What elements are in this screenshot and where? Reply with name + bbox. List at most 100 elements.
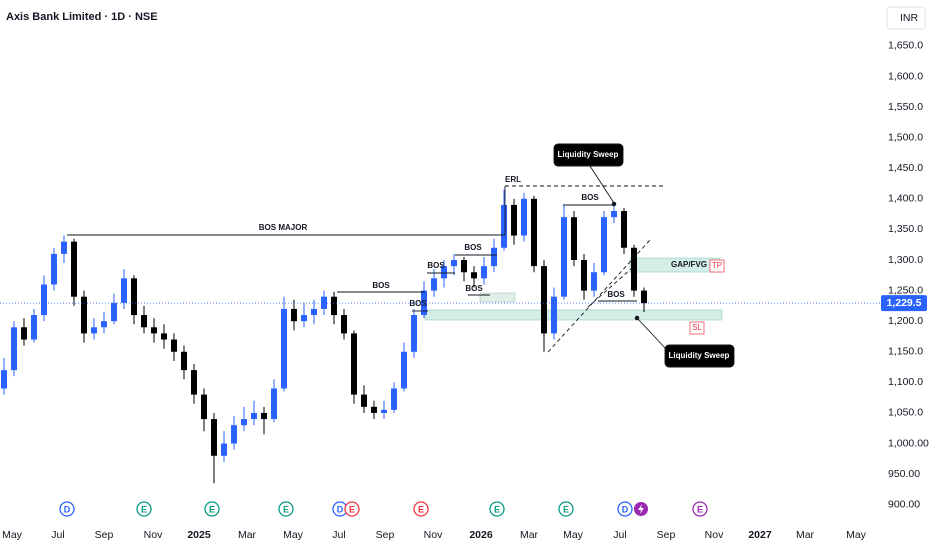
sweep-dot [611, 201, 617, 207]
event-label: E [209, 504, 215, 514]
annotation-texts: BOS MAJOR BOS BOS BOS BOS BOS BOS BOS ER… [259, 150, 730, 360]
event-label: E [418, 504, 424, 514]
x-tick-label: Nov [144, 529, 163, 541]
candle-body [381, 409, 387, 413]
candle-body [261, 412, 267, 420]
x-tick-label: Jul [51, 529, 64, 541]
candle-body [271, 388, 277, 420]
candle-body [331, 296, 337, 316]
annotation: BOS [581, 193, 599, 202]
event-icon [558, 501, 574, 517]
candle-body [351, 333, 357, 395]
candle-body [111, 302, 117, 322]
candle-body [11, 327, 17, 371]
candle-body [31, 315, 37, 340]
candle-body [601, 217, 607, 273]
sweep-dot [634, 315, 640, 321]
candle-body [581, 260, 587, 291]
small-zone [479, 292, 516, 303]
annotation: Liquidity Sweep [669, 351, 730, 360]
x-tick-label: Sep [95, 529, 114, 541]
candle-body [481, 266, 487, 279]
annotation: BOS MAJOR [259, 223, 308, 232]
currency-box[interactable] [886, 6, 926, 30]
candle-body [341, 315, 347, 334]
sweep-pointer [589, 165, 615, 204]
candle-body [631, 247, 637, 291]
candle-body [471, 272, 477, 279]
sl-box [689, 321, 705, 335]
candle-body [431, 278, 437, 291]
x-tick-label: Nov [424, 529, 443, 541]
candle-body [421, 290, 427, 316]
candle-body [181, 351, 187, 371]
candle-body [201, 394, 207, 420]
candle-body [191, 370, 197, 395]
y-tick-label: 1,500.0 [888, 131, 923, 143]
candle-body [571, 217, 577, 260]
y-tick-label: 1,600.0 [888, 70, 923, 82]
x-tick-label: May [563, 529, 584, 541]
candle-body [91, 327, 97, 334]
candle-body [541, 266, 547, 334]
y-tick-label: 1,650.0 [888, 40, 923, 52]
candle-body [311, 308, 317, 316]
event-label: E [697, 504, 703, 514]
candle-body [61, 241, 67, 254]
sweep-pointer [636, 317, 668, 351]
candle-body [461, 260, 467, 273]
chart-title: Axis Bank Limited · 1D · NSE [6, 11, 158, 23]
event-label: D [622, 504, 629, 514]
zones [424, 257, 723, 321]
candle-body [491, 247, 497, 267]
event-icon [489, 501, 505, 517]
x-tick-label: 2025 [187, 529, 211, 541]
candle-body [1, 370, 7, 389]
event-icon [136, 501, 152, 517]
candle-body [141, 315, 147, 328]
candle-body [41, 284, 47, 316]
candle-body [611, 211, 617, 218]
event-icon [344, 501, 360, 517]
candle-body [371, 406, 377, 413]
candle-body [241, 419, 247, 426]
annotation: BOS [464, 243, 482, 252]
annotation: BOS [465, 284, 483, 293]
event-label: E [141, 504, 147, 514]
x-tick-label: Nov [705, 529, 724, 541]
candle-body [81, 296, 87, 334]
candle-body [641, 290, 647, 304]
event-icon [692, 501, 708, 517]
annotation: GAP/FVG [671, 260, 707, 269]
annotation: BOS [372, 281, 390, 290]
candle-body [451, 260, 457, 267]
demand-zone [424, 309, 723, 321]
annotation: BOS [607, 290, 625, 299]
event-icon [413, 501, 429, 517]
candle-body [411, 315, 417, 352]
x-tick-label: May [283, 529, 304, 541]
event-label: D [337, 504, 344, 514]
annotation: Liquidity Sweep [558, 150, 619, 159]
x-tick-label: May [2, 529, 23, 541]
event-label: E [494, 504, 500, 514]
x-tick-label: 2026 [469, 529, 493, 541]
y-tick-label: 1,400.0 [888, 193, 923, 205]
candle-body [171, 339, 177, 352]
event-label: E [283, 504, 289, 514]
y-tick-label: 1,050.0 [888, 407, 923, 419]
y-tick-label: 1,450.0 [888, 162, 923, 174]
y-tick-label: 1,300.0 [888, 254, 923, 266]
y-tick-label: 1,250.0 [888, 284, 923, 296]
candle-body [51, 253, 57, 285]
candle-body [391, 388, 397, 410]
candles [1, 189, 647, 484]
currency[interactable]: INR [900, 12, 919, 24]
candle-body [561, 217, 567, 297]
candle-body [501, 204, 507, 248]
trend-line [587, 267, 633, 308]
y-tick-label: 1,350.0 [888, 223, 923, 235]
